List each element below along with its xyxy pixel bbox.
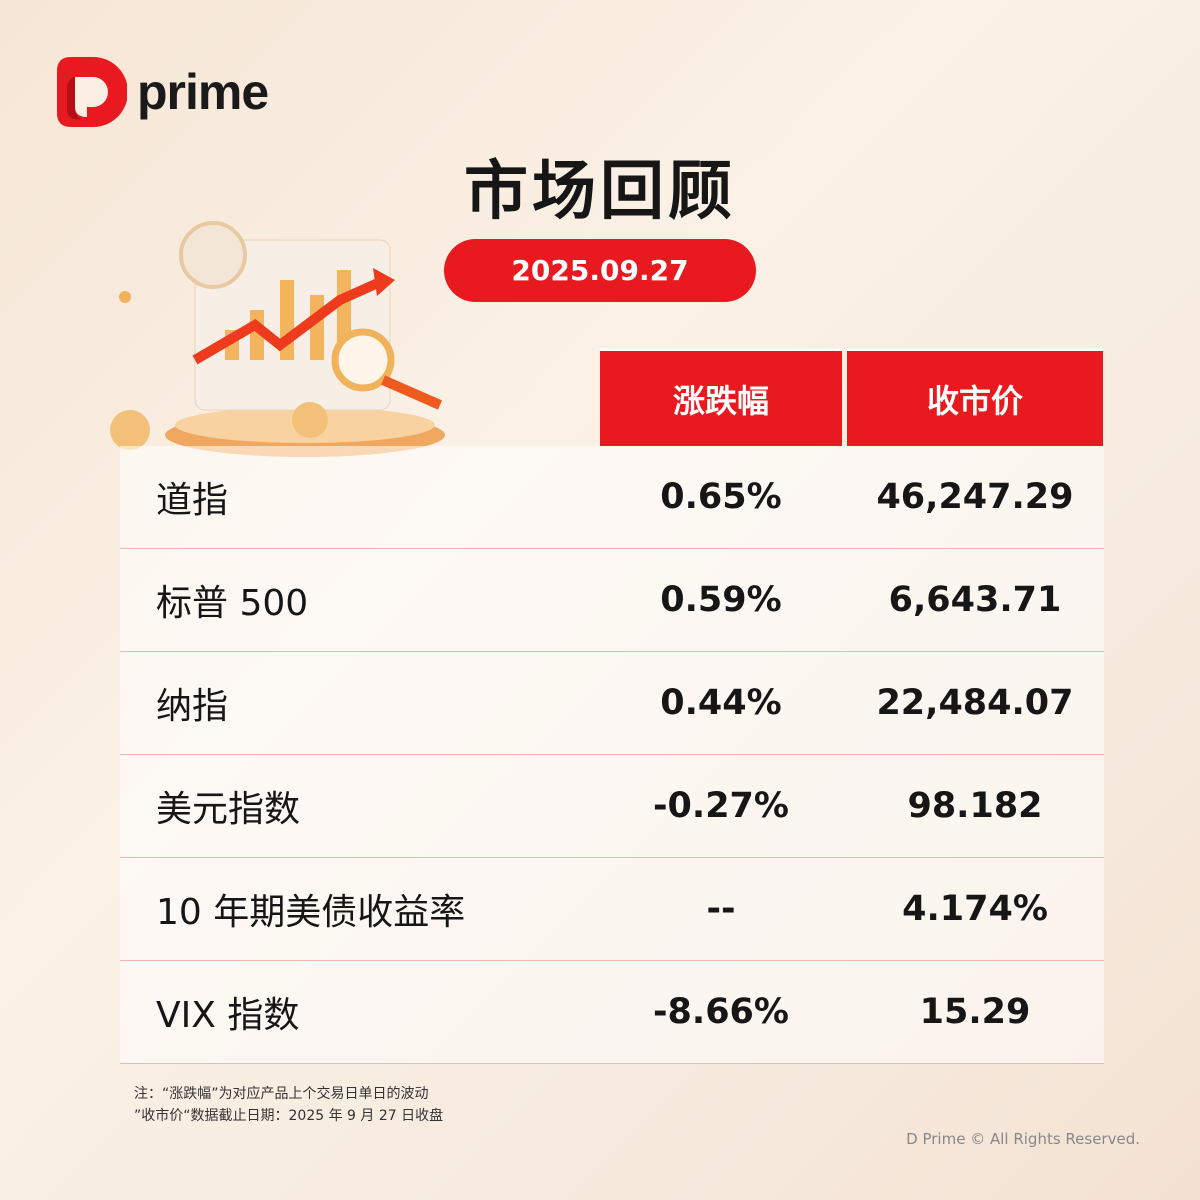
change-value: -0.27% [653,786,789,826]
instrument-name: 10 年期美债收益率 [156,892,466,933]
close-value: 15.29 [919,992,1031,1032]
instrument-name: 道指 [156,480,229,521]
market-table: 涨跌幅 收市价 道指 0.65% 46,247.29 标普 500 0.59% 6… [120,348,1104,1064]
change-value: 0.44% [660,683,782,723]
close-value: 6,643.71 [888,580,1062,620]
d-prime-logo-icon [57,57,127,127]
change-value: 0.59% [660,580,782,620]
table-row: 纳指 0.44% 22,484.07 [120,652,1104,755]
table-header: 涨跌幅 收市价 [120,348,1104,446]
change-value: -- [706,889,736,929]
instrument-name: 纳指 [156,686,229,727]
table-row: VIX 指数 -8.66% 15.29 [120,961,1104,1064]
footnote-line: ”收市价“数据截止日期：2025 年 9 月 27 日收盘 [134,1108,444,1124]
logo-text: prime [137,64,269,120]
instrument-name: 美元指数 [156,789,301,830]
close-value: 4.174% [902,889,1048,929]
header-change: 涨跌幅 [600,348,842,446]
close-value: 22,484.07 [876,683,1074,723]
change-value: -8.66% [653,992,789,1032]
copyright: D Prime © All Rights Reserved. [906,1130,1140,1148]
table-row: 道指 0.65% 46,247.29 [120,446,1104,549]
page-title: 市场回顾 [464,155,736,229]
table-row: 美元指数 -0.27% 98.182 [120,755,1104,858]
close-value: 46,247.29 [876,477,1074,517]
header-close: 收市价 [847,348,1103,446]
footnote-line: 注：“涨跌幅”为对应产品上个交易日单日的波动 [134,1086,429,1102]
footnote: 注：“涨跌幅”为对应产品上个交易日单日的波动 ”收市价“数据截止日期：2025 … [134,1083,443,1127]
instrument-name: 标普 500 [156,583,309,624]
change-value: 0.65% [660,477,782,517]
logo: prime [57,57,269,127]
date-badge: 2025.09.27 [444,239,756,302]
table-row: 10 年期美债收益率 -- 4.174% [120,858,1104,961]
instrument-name: VIX 指数 [156,995,300,1036]
chart-growth-illustration [110,221,445,457]
table-row: 标普 500 0.59% 6,643.71 [120,549,1104,652]
close-value: 98.182 [907,786,1043,826]
